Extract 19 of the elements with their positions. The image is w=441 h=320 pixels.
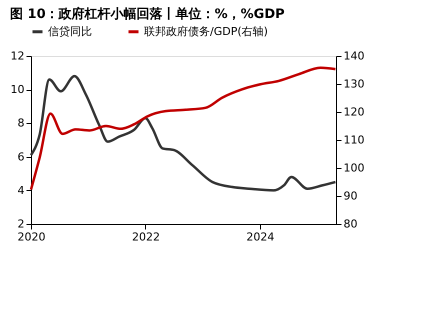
y-tick-label: 6 bbox=[18, 150, 24, 164]
y2-tick-label: 130 bbox=[344, 78, 364, 90]
y2-tick-label: 140 bbox=[344, 50, 364, 62]
x-tick-label: 2024 bbox=[246, 230, 274, 244]
y2-tick-label: 120 bbox=[344, 106, 364, 118]
y-tick-label: 8 bbox=[18, 116, 24, 130]
y2-tick-label: 90 bbox=[344, 190, 358, 202]
legend-label: 信贷同比 bbox=[48, 24, 92, 38]
y-tick-label: 12 bbox=[10, 50, 24, 62]
legend-label: 联邦政府债务/GDP(右轴) bbox=[144, 24, 268, 38]
x-tick-label: 2020 bbox=[18, 230, 46, 244]
y-tick-label: 2 bbox=[18, 218, 24, 230]
x-tick-label: 2022 bbox=[132, 230, 160, 244]
y-tick-label: 4 bbox=[18, 184, 24, 197]
chart-title: 图 10：政府杠杆小幅回落丨单位：%，%GDP bbox=[10, 6, 285, 22]
y2-tick-label: 110 bbox=[344, 134, 364, 146]
y2-tick-label: 80 bbox=[344, 218, 358, 230]
y-tick-label: 10 bbox=[10, 83, 24, 96]
y2-tick-label: 100 bbox=[344, 162, 364, 174]
